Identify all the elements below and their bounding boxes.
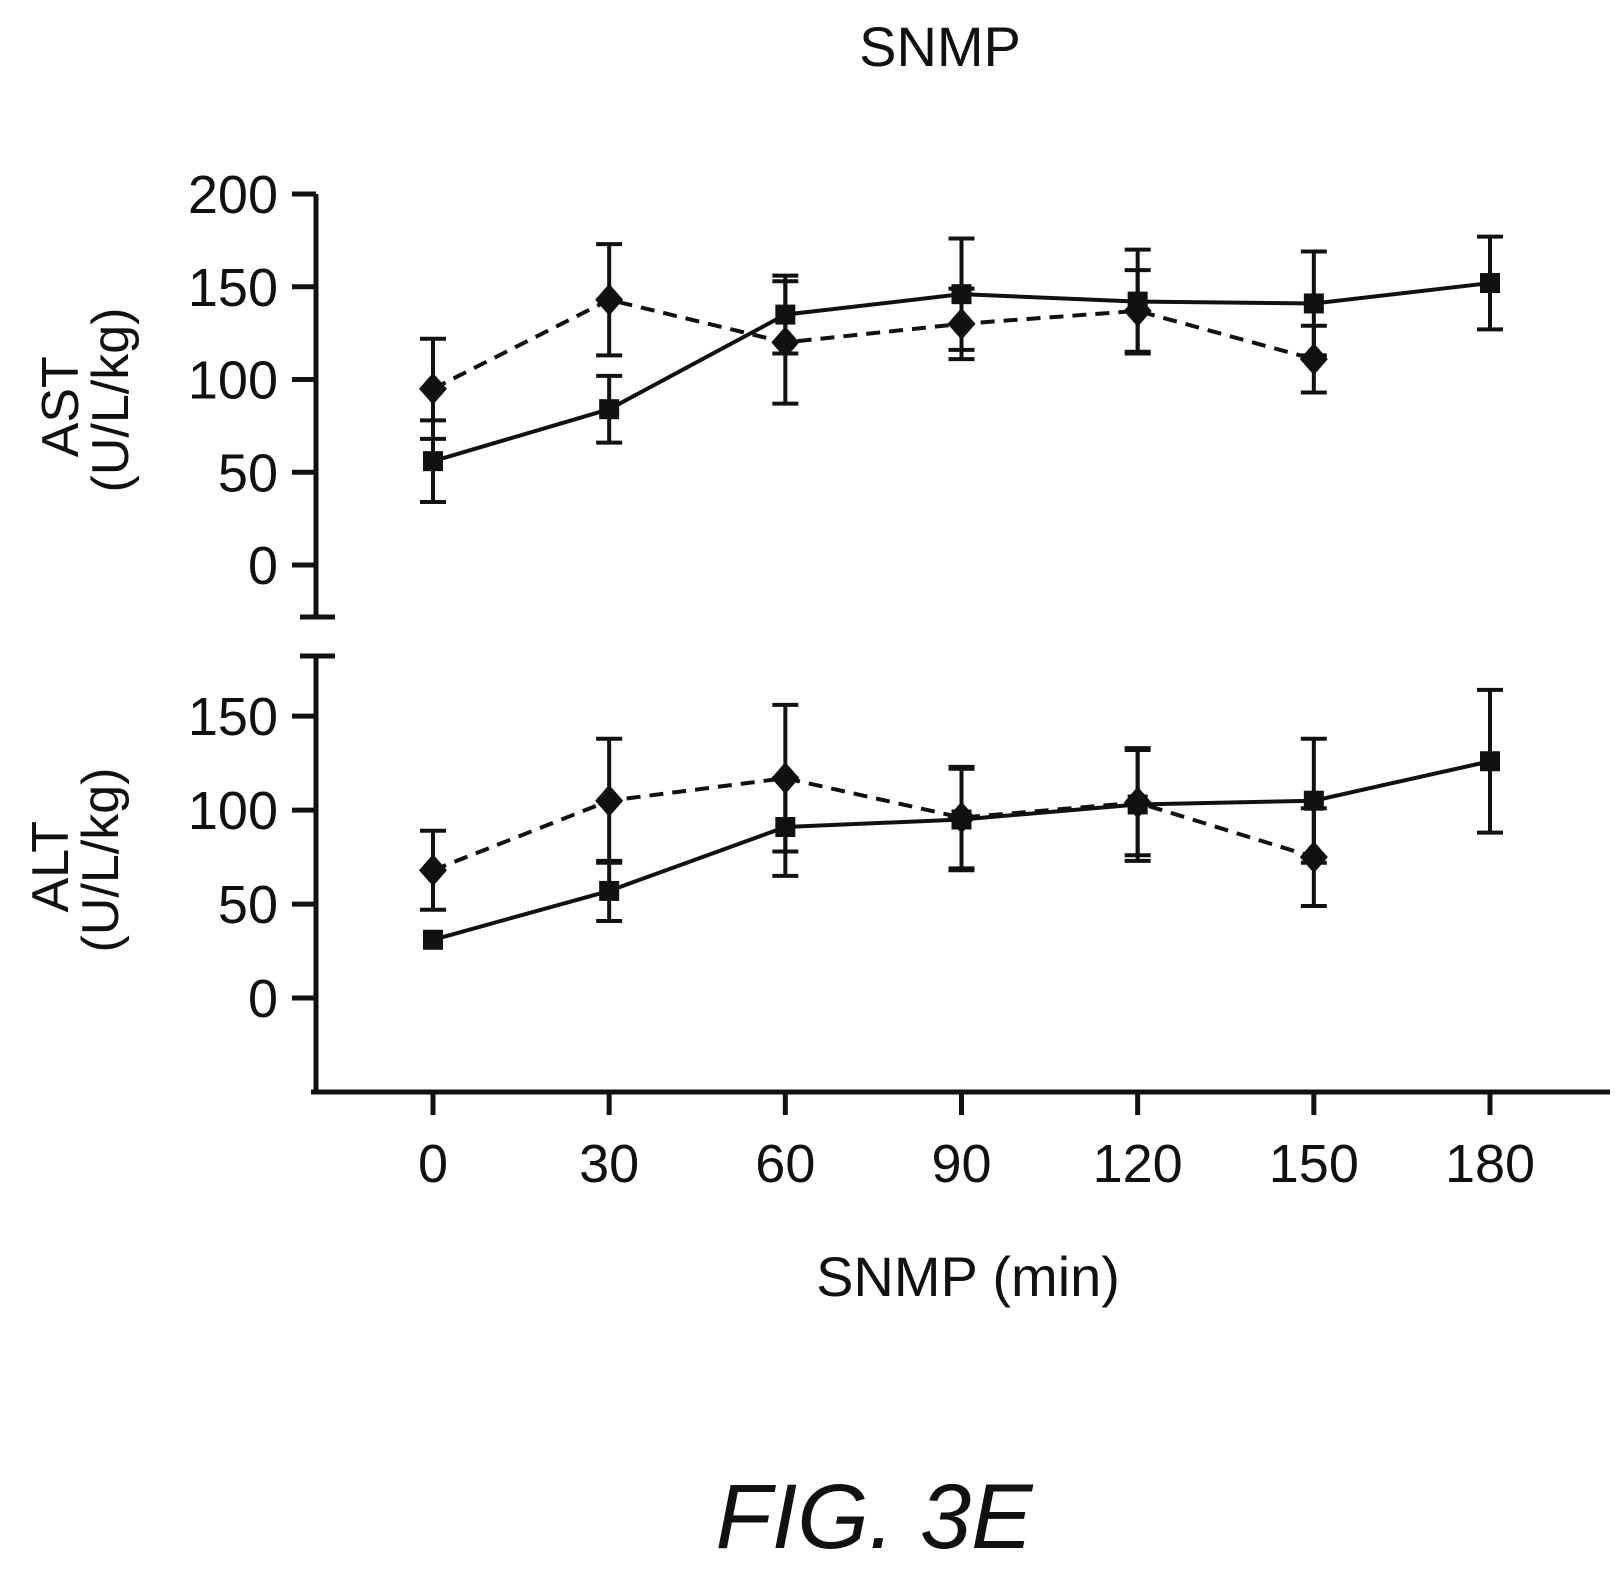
alt-y-ticks: 0 50 100 150 (188, 687, 316, 1029)
alt-diamond-point (947, 801, 976, 834)
x-tick-label: 120 (1093, 1134, 1183, 1194)
alt-diamond-point (595, 784, 624, 817)
ast-y-tick-label: 0 (248, 536, 278, 596)
alt-square-point (1480, 751, 1500, 772)
chart-title: SNMP (859, 15, 1021, 78)
alt-y-tick-label: 0 (248, 969, 278, 1029)
alt-diamond-point (1299, 841, 1328, 874)
x-axis-label: SNMP (min) (816, 1245, 1120, 1308)
alt-y-axis-label-line1: ALT (22, 822, 80, 913)
ast-square-point (1303, 293, 1324, 314)
ast-y-tick-label: 150 (188, 258, 278, 318)
ast-diamond-point (1123, 294, 1152, 327)
ast-y-tick-label: 200 (188, 165, 278, 225)
ast-diamond-point (419, 372, 447, 405)
alt-diamond-point (771, 762, 800, 795)
alt-square-point (423, 929, 443, 950)
ast-y-axis-label-line1: AST (32, 357, 90, 457)
ast-diamond-point (595, 283, 624, 316)
x-tick-label: 30 (579, 1134, 639, 1194)
ast-y-tick-label: 50 (218, 443, 278, 503)
alt-diamond-point (1123, 786, 1152, 819)
alt-y-tick-label: 50 (218, 875, 278, 935)
ast-series-square (420, 234, 1503, 504)
ast-panel: 0 50 100 150 200 AST (U/L/kg) (32, 165, 1503, 620)
alt-series (419, 687, 1503, 950)
alt-y-axis-label: ALT (U/L/kg) (22, 768, 130, 953)
x-tick-label: 180 (1445, 1134, 1535, 1194)
ast-series-line (432, 297, 1315, 391)
ast-series (419, 234, 1503, 504)
figure-caption: FIG. 3E (716, 1466, 1035, 1568)
ast-y-axis-label-line2: (U/L/kg) (82, 308, 140, 493)
x-ticks: 0 30 60 90 120 150 180 (418, 1092, 1535, 1194)
ast-y-tick-label: 100 (188, 351, 278, 411)
ast-series-diamond (419, 242, 1328, 441)
alt-series-diamond (419, 702, 1328, 912)
x-tick-label: 90 (931, 1134, 991, 1194)
ast-diamond-point (947, 307, 976, 340)
ast-square-point (1480, 273, 1500, 294)
x-tick-label: 60 (755, 1134, 815, 1194)
ast-y-axis-label: AST (U/L/kg) (32, 308, 140, 493)
ast-diamond-point (771, 326, 800, 359)
alt-diamond-point (419, 854, 447, 887)
alt-y-axis-label-line2: (U/L/kg) (72, 768, 130, 953)
ast-square-point (423, 451, 443, 472)
x-tick-label: 150 (1269, 1134, 1359, 1194)
x-tick-label: 0 (418, 1134, 448, 1194)
ast-y-ticks: 0 50 100 150 200 (188, 165, 316, 596)
ast-diamond-point (1299, 343, 1328, 376)
alt-y-tick-label: 150 (188, 687, 278, 747)
alt-square-point (1303, 790, 1324, 811)
alt-square-point (599, 880, 620, 901)
ast-square-point (599, 399, 620, 420)
alt-y-tick-label: 100 (188, 781, 278, 841)
